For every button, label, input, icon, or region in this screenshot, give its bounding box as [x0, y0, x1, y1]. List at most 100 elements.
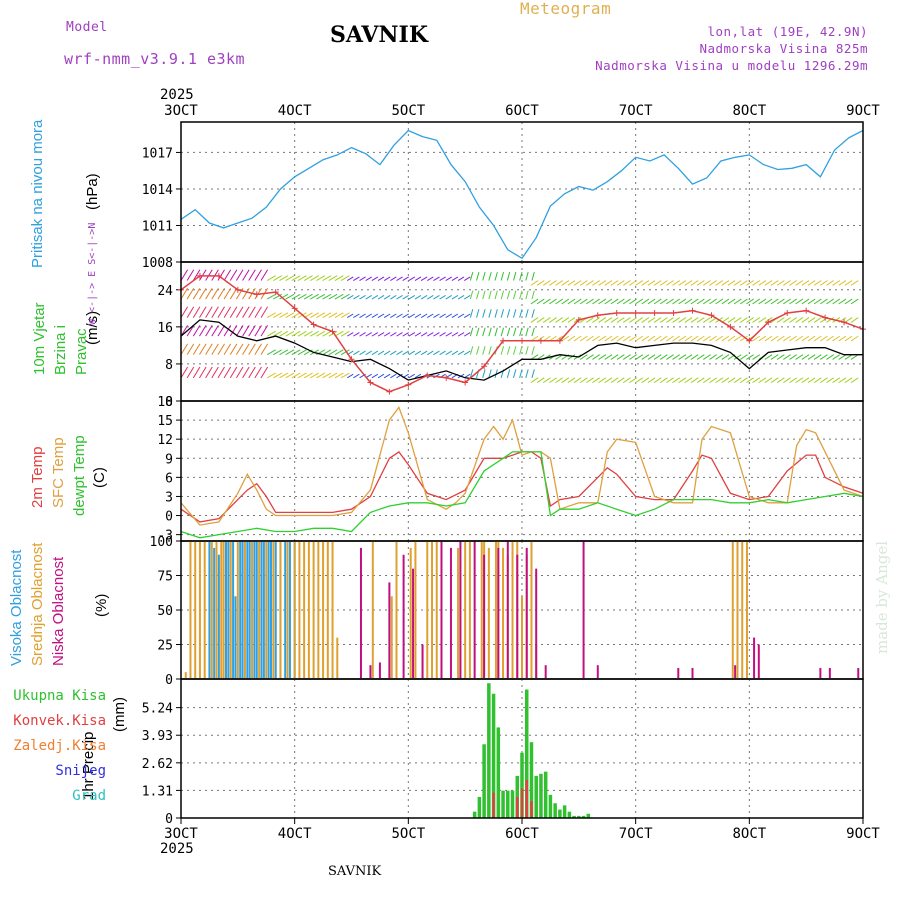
wind-arrow: [832, 298, 841, 305]
wind-arrow: [273, 312, 283, 319]
wind-arrow: [469, 309, 474, 318]
wind-arrow: [186, 288, 195, 300]
wind-arrow: [610, 298, 619, 305]
wind-arrow: [783, 298, 791, 305]
wind-arrow: [678, 354, 687, 360]
wind-arrow: [353, 332, 360, 337]
wind-arrow: [783, 280, 791, 286]
wind-arrow: [192, 343, 201, 355]
wind-arrow: [463, 276, 471, 281]
wind-arrow: [494, 290, 498, 300]
wind-arrow: [383, 332, 391, 337]
wind-arrow: [340, 293, 350, 300]
wind-arrow: [242, 325, 250, 337]
wind-arrow: [629, 377, 637, 384]
wind-arrow: [469, 271, 474, 281]
wind-arrow: [616, 298, 625, 305]
wind-arrow: [482, 309, 486, 318]
precip-bar: [562, 805, 567, 818]
wind-arrow: [844, 298, 853, 305]
wind-arrow: [451, 313, 459, 319]
wind-arrow: [813, 298, 822, 305]
wind-arrow: [469, 346, 474, 355]
wind-arrow: [353, 276, 360, 281]
wind-arrow: [752, 354, 761, 360]
wind-arrow: [488, 327, 492, 337]
wind-arrow: [457, 350, 465, 356]
wind-arrow: [789, 280, 797, 286]
wind-arrow: [752, 377, 761, 384]
wind-arrow: [733, 354, 742, 360]
gust-marker: [727, 323, 734, 330]
wind-arrow: [192, 325, 201, 337]
wind-arrow: [451, 332, 459, 337]
temperature-ytick-label: 12: [157, 433, 173, 448]
wind-arrow: [500, 309, 505, 318]
wind-arrow: [567, 335, 576, 342]
gust-marker: [651, 309, 658, 316]
wind-arrow: [414, 373, 422, 379]
wind-arrow: [579, 298, 588, 305]
wind-arrow: [721, 280, 730, 286]
wind-arrow: [622, 280, 631, 286]
wind-arrow: [186, 325, 195, 337]
wind-arrow: [525, 271, 529, 281]
wind-arrow: [482, 327, 486, 337]
wind-arrow: [402, 276, 409, 281]
date-label-top: 3OCT: [164, 103, 198, 119]
precip-bar: [529, 742, 534, 818]
wind-arrow: [488, 346, 492, 355]
wind-arrow: [297, 372, 307, 379]
wind-arrow: [715, 298, 724, 305]
wind-arrow: [555, 317, 564, 323]
wind-arrow: [672, 335, 680, 342]
wind-arrow: [789, 354, 797, 360]
wind-arrow: [266, 330, 276, 337]
wind-arrow: [703, 317, 711, 323]
wind-arrow: [402, 332, 409, 337]
wind-arrow: [377, 332, 385, 337]
wind-arrow: [390, 350, 397, 356]
wind-direction-arrows: [180, 269, 859, 384]
wind-arrow: [500, 346, 505, 355]
wind-arrow: [457, 276, 465, 281]
wind-arrow: [838, 280, 847, 286]
precip-bar: [506, 790, 510, 818]
wind-arrow: [696, 354, 705, 360]
wind-arrow: [604, 354, 613, 360]
wind-arrow: [439, 350, 446, 356]
wind-arrow: [690, 298, 699, 305]
clouds-ytick-label: 50: [157, 604, 173, 619]
wind-arrow: [567, 354, 576, 360]
wind-arrow: [795, 317, 804, 323]
wind-arrow: [433, 295, 440, 300]
wind-arrow: [396, 276, 403, 281]
wind-arrow: [396, 295, 403, 300]
wind-arrow: [715, 335, 724, 342]
precip-bar: [496, 727, 501, 818]
wind-arrow: [500, 271, 505, 281]
gust-marker: [708, 312, 715, 319]
wind-arrow: [390, 313, 397, 319]
wind-arrow: [525, 309, 529, 318]
wind-arrow: [346, 276, 354, 281]
year-bottom: 2025: [160, 841, 194, 857]
coordinates: lon,lat (19E, 42.9N): [707, 24, 868, 39]
wind-arrow: [549, 298, 557, 305]
gust-marker: [196, 272, 203, 279]
wind-arrow: [217, 325, 225, 337]
wind-arrow: [316, 372, 326, 379]
wind-arrow: [850, 298, 859, 305]
wind-arrow: [297, 349, 307, 356]
wind-arrow: [666, 298, 674, 305]
precip-bar: [501, 790, 505, 818]
wind-arrow: [850, 335, 859, 342]
wind-arrow: [801, 335, 810, 342]
date-label-bottom: 5OCT: [391, 826, 425, 842]
wind-arrow: [371, 373, 379, 379]
legend-total-rain: Ukupna Kisa: [13, 688, 106, 704]
wind-wind_mean-line: [180, 319, 863, 381]
wind-arrow: [365, 295, 372, 300]
wind-arrow: [647, 377, 656, 384]
wind-arrow: [285, 330, 295, 337]
